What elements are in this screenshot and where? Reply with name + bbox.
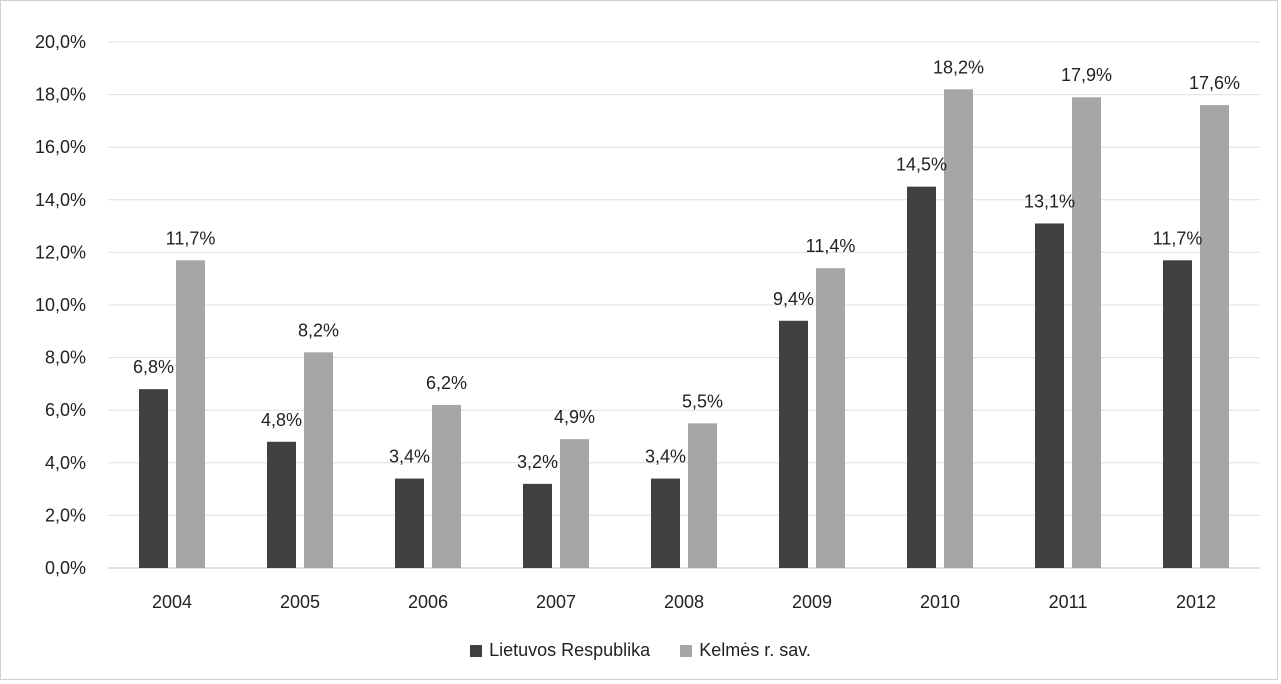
bar-lietuvos-2012 <box>1163 260 1192 568</box>
bar-kelmes-2008 <box>688 423 717 568</box>
y-tick-label: 10,0% <box>35 295 86 315</box>
y-tick-label: 18,0% <box>35 85 86 105</box>
bar-lietuvos-2006 <box>395 478 424 568</box>
data-label: 3,4% <box>645 447 686 467</box>
data-label: 6,2% <box>426 373 467 393</box>
legend-item-series-2: Kelmės r. sav. <box>680 640 811 661</box>
legend-label-series-2: Kelmės r. sav. <box>699 640 811 660</box>
x-tick-label: 2010 <box>920 592 960 612</box>
y-tick-label: 2,0% <box>45 505 86 525</box>
bar-kelmes-2005 <box>304 352 333 568</box>
x-axis-ticks: 2004 2005 2006 2007 2008 2009 2010 2011 2012 <box>152 592 1216 612</box>
y-axis-ticks: 0,0% 2,0% 4,0% 6,0% 8,0% 10,0% 12,0% 14,0% 16,0%… <box>35 32 86 578</box>
bar-kelmes-2004 <box>176 260 205 568</box>
bar-kelmes-2011 <box>1072 97 1101 568</box>
x-tick-label: 2009 <box>792 592 832 612</box>
x-tick-label: 2007 <box>536 592 576 612</box>
legend-item-series-1: Lietuvos Respublika <box>470 640 650 661</box>
bar-kelmes-2010 <box>944 89 973 568</box>
bar-kelmes-2006 <box>432 404 461 568</box>
data-label: 17,6% <box>1189 73 1240 93</box>
data-label: 4,8% <box>261 410 302 430</box>
bar-kelmes-2007 <box>560 439 589 568</box>
bar-lietuvos-2004 <box>139 389 168 568</box>
data-label: 8,2% <box>298 320 339 340</box>
legend-swatch-series-1 <box>470 644 483 657</box>
x-tick-label: 2006 <box>408 592 448 612</box>
bar-lietuvos-2005 <box>267 441 296 568</box>
data-label: 18,2% <box>933 57 984 77</box>
data-label: 3,4% <box>389 447 430 467</box>
data-label: 11,7% <box>1153 228 1203 248</box>
x-tick-label: 2005 <box>280 592 320 612</box>
x-tick-label: 2011 <box>1049 592 1088 612</box>
y-tick-label: 20,0% <box>35 32 86 52</box>
data-label: 4,9% <box>554 407 595 427</box>
data-label: 14,5% <box>896 155 947 175</box>
data-label: 5,5% <box>682 391 723 411</box>
y-tick-label: 16,0% <box>35 137 86 157</box>
data-label: 11,4% <box>806 236 856 256</box>
data-label: 9,4% <box>773 289 814 309</box>
y-tick-label: 14,0% <box>35 190 86 210</box>
data-label: 17,9% <box>1061 65 1112 85</box>
data-label: 13,1% <box>1024 191 1075 211</box>
x-tick-label: 2008 <box>664 592 704 612</box>
data-labels: 6,8% 11,7% 4,8% 8,2% 3,4% 6,2% 3,2% 4,9% 3,4% 5,5… <box>133 57 1240 472</box>
legend: Lietuvos Respublika Kelmės r. sav. <box>0 640 1281 661</box>
y-tick-label: 4,0% <box>45 453 86 473</box>
x-tick-label: 2012 <box>1176 592 1216 612</box>
legend-label-series-1: Lietuvos Respublika <box>489 640 651 660</box>
bar-lietuvos-2010 <box>907 186 936 568</box>
x-tick-label: 2004 <box>152 592 192 612</box>
y-tick-label: 6,0% <box>45 400 86 420</box>
data-label: 6,8% <box>133 357 174 377</box>
bars <box>139 89 1229 569</box>
bar-lietuvos-2011 <box>1035 223 1064 568</box>
data-label: 11,7% <box>166 228 216 248</box>
legend-swatch-series-2 <box>680 644 693 657</box>
bar-lietuvos-2008 <box>651 478 680 568</box>
bar-kelmes-2009 <box>816 268 845 568</box>
data-label: 3,2% <box>517 452 558 472</box>
bar-kelmes-2012 <box>1200 105 1229 569</box>
y-tick-label: 8,0% <box>45 348 86 368</box>
gridlines <box>108 41 1260 569</box>
y-tick-label: 0,0% <box>45 558 86 578</box>
y-tick-label: 12,0% <box>35 242 86 262</box>
bar-lietuvos-2009 <box>779 320 808 568</box>
bar-lietuvos-2007 <box>523 483 552 568</box>
